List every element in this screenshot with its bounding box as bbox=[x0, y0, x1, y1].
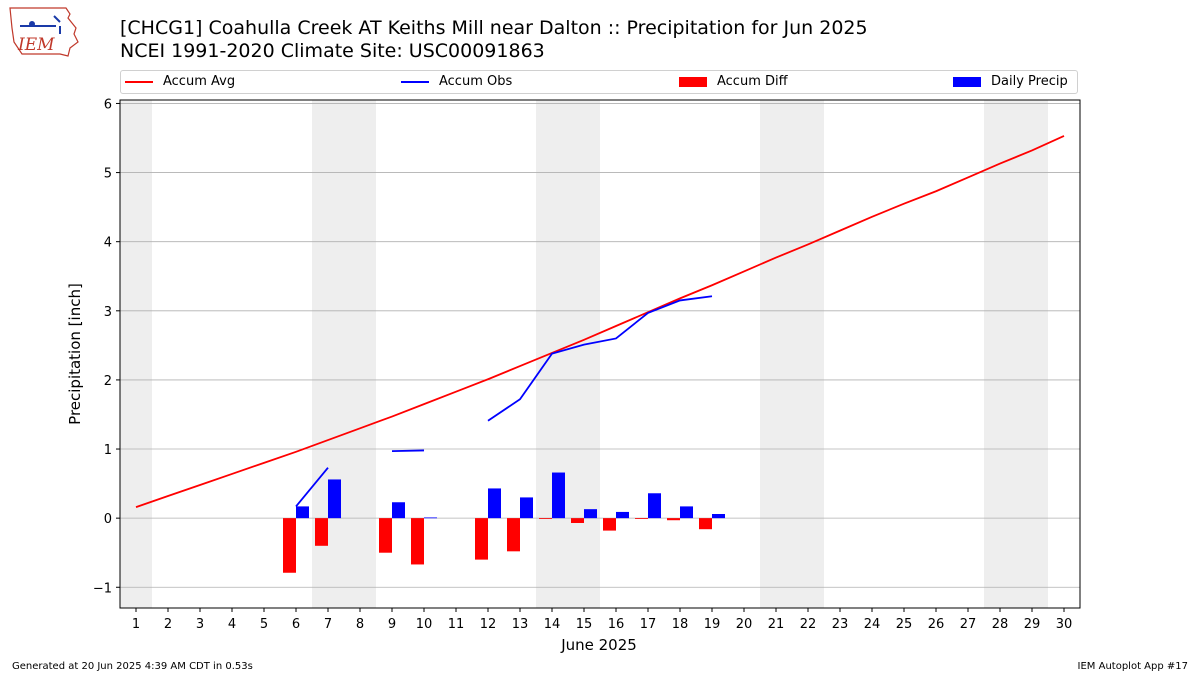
x-tick-label: 27 bbox=[960, 617, 977, 632]
daily-precip-bar bbox=[520, 497, 533, 519]
accum-diff-bar bbox=[699, 518, 712, 530]
x-tick-label: 9 bbox=[388, 617, 396, 632]
accum-diff-bar bbox=[411, 518, 424, 565]
weekend-band bbox=[120, 100, 152, 608]
x-tick-label: 16 bbox=[608, 617, 625, 632]
legend-swatch-red-line bbox=[125, 80, 153, 83]
daily-precip-bar bbox=[488, 488, 501, 519]
daily-precip-bar bbox=[552, 472, 565, 519]
accum-diff-bar bbox=[539, 518, 552, 519]
legend-swatch-red-box bbox=[679, 76, 707, 87]
x-tick-label: 4 bbox=[228, 617, 236, 632]
accum-diff-bar bbox=[667, 518, 680, 521]
x-tick-label: 1 bbox=[132, 617, 140, 632]
y-tick-label: 1 bbox=[104, 443, 112, 458]
x-tick-label: 17 bbox=[640, 617, 657, 632]
x-tick-label: 21 bbox=[768, 617, 785, 632]
series-lines bbox=[135, 135, 1065, 508]
y-tick-label: 0 bbox=[104, 512, 112, 527]
legend-label: Accum Avg bbox=[163, 74, 236, 89]
app-label: IEM Autoplot App #17 bbox=[1077, 661, 1188, 672]
daily-precip-bar bbox=[424, 517, 437, 519]
y-tick-label: 4 bbox=[104, 236, 112, 251]
x-tick-label: 22 bbox=[800, 617, 817, 632]
x-tick-label: 25 bbox=[896, 617, 913, 632]
weekend-shading bbox=[120, 100, 1048, 608]
accum-diff-bar bbox=[283, 518, 296, 573]
legend-swatch-blue-box bbox=[953, 76, 981, 87]
accum-diff-bar bbox=[635, 518, 648, 519]
legend-label: Accum Diff bbox=[717, 74, 788, 89]
daily-precip-bar bbox=[648, 493, 661, 519]
accum-diff-bar bbox=[379, 518, 392, 553]
x-tick-label: 26 bbox=[928, 617, 945, 632]
x-tick-label: 14 bbox=[544, 617, 561, 632]
x-tick-label: 3 bbox=[196, 617, 204, 632]
legend-item-accum-avg: Accum Avg bbox=[125, 74, 235, 89]
legend-item-accum-diff: Accum Diff bbox=[679, 74, 788, 89]
x-tick-label: 11 bbox=[448, 617, 465, 632]
y-tick-label: −1 bbox=[93, 581, 112, 596]
x-tick-label: 5 bbox=[260, 617, 268, 632]
accum-obs-line bbox=[487, 295, 713, 422]
legend-item-accum-obs: Accum Obs bbox=[401, 74, 512, 89]
accum-diff-bar bbox=[571, 518, 584, 523]
daily-precip-bar bbox=[392, 502, 405, 519]
x-tick-label: 12 bbox=[480, 617, 497, 632]
grid-lines bbox=[120, 103, 1080, 588]
accum-diff-bar bbox=[315, 518, 328, 546]
chart-title: [CHCG1] Coahulla Creek AT Keiths Mill ne… bbox=[120, 17, 868, 39]
legend-item-daily-precip: Daily Precip bbox=[953, 74, 1068, 89]
y-tick-label: 5 bbox=[104, 167, 112, 182]
y-tick-label: 2 bbox=[104, 374, 112, 389]
x-tick-label: 8 bbox=[356, 617, 364, 632]
iem-logo: IEM bbox=[9, 7, 79, 57]
accum-diff-bar bbox=[603, 518, 616, 531]
weekend-band bbox=[760, 100, 824, 608]
x-tick-label: 2 bbox=[164, 617, 172, 632]
plot-frame bbox=[119, 99, 1081, 609]
daily-precip-bar bbox=[680, 506, 693, 519]
accum-diff-bar bbox=[475, 518, 488, 560]
logo-text: IEM bbox=[17, 35, 55, 55]
daily-precip-bar bbox=[328, 479, 341, 519]
legend-label: Daily Precip bbox=[991, 74, 1068, 89]
x-tick-label: 6 bbox=[292, 617, 300, 632]
x-tick-label: 13 bbox=[512, 617, 529, 632]
accum-diff-bar bbox=[507, 518, 520, 552]
x-axis-label: June 2025 bbox=[560, 636, 637, 654]
x-tick-label: 20 bbox=[736, 617, 753, 632]
legend-swatch-blue-line bbox=[401, 80, 429, 83]
y-axis-label: Precipitation [inch] bbox=[66, 283, 84, 425]
y-tick-label: 6 bbox=[104, 97, 112, 112]
x-tick-label: 7 bbox=[324, 617, 332, 632]
daily-precip-bar bbox=[584, 509, 597, 519]
x-tick-label: 15 bbox=[576, 617, 593, 632]
daily-precip-bar bbox=[712, 514, 725, 519]
legend: Accum Avg Accum Obs Accum Diff Daily Pre… bbox=[120, 70, 1078, 94]
x-tick-label: 18 bbox=[672, 617, 689, 632]
x-tick-label: 10 bbox=[416, 617, 433, 632]
accum-obs-line bbox=[295, 467, 329, 507]
y-tick-label: 3 bbox=[104, 305, 112, 320]
x-tick-label: 24 bbox=[864, 617, 881, 632]
chart-subtitle: NCEI 1991-2020 Climate Site: USC00091863 bbox=[120, 40, 545, 62]
x-axis-ticks: 1 2 3 4 5 6 7 8 9 10 11 12 13 14 15 16 17 18 19 20 21 22 23 24 2… bbox=[132, 608, 1072, 632]
x-tick-label: 30 bbox=[1056, 617, 1073, 632]
x-tick-label: 28 bbox=[992, 617, 1009, 632]
daily-precip-bar bbox=[616, 511, 629, 519]
accum-obs-line bbox=[391, 449, 425, 453]
legend-label: Accum Obs bbox=[439, 74, 513, 89]
accum-avg-line bbox=[135, 135, 1065, 508]
x-tick-label: 29 bbox=[1024, 617, 1041, 632]
daily-precip-bar bbox=[296, 506, 309, 519]
generated-timestamp: Generated at 20 Jun 2025 4:39 AM CDT in … bbox=[12, 661, 253, 672]
weekend-band bbox=[536, 100, 600, 608]
x-tick-label: 23 bbox=[832, 617, 849, 632]
y-axis-ticks: −1 0 1 2 3 4 5 6 bbox=[93, 97, 120, 596]
weekend-band bbox=[984, 100, 1048, 608]
bars bbox=[283, 472, 725, 573]
x-tick-label: 19 bbox=[704, 617, 721, 632]
